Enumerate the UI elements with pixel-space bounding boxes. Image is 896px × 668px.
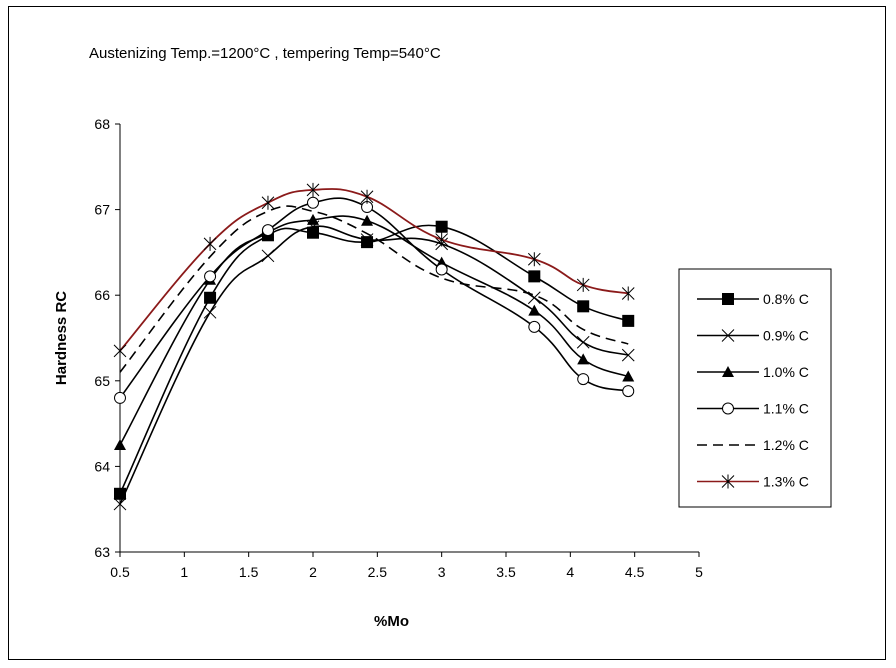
legend-label: 1.3% C xyxy=(763,474,809,490)
legend-label: 0.8% C xyxy=(763,291,809,307)
marker-circle xyxy=(435,263,448,276)
marker-x xyxy=(261,249,275,263)
marker-square xyxy=(361,236,374,249)
series-line xyxy=(119,188,629,352)
marker-triangle xyxy=(114,439,126,450)
plot-series xyxy=(113,182,635,511)
marker-circle xyxy=(577,373,590,386)
series-line xyxy=(119,197,629,399)
marker-square xyxy=(435,220,448,233)
marker-circle xyxy=(261,224,274,237)
legend-item: 1.0% C xyxy=(697,364,809,380)
marker-star xyxy=(721,474,735,489)
y-tick-label: 68 xyxy=(94,116,110,132)
marker-triangle xyxy=(361,214,374,226)
marker-star xyxy=(360,189,374,204)
marker-circle xyxy=(307,196,319,209)
x-tick-label: 3.5 xyxy=(496,564,516,580)
series-line xyxy=(119,205,629,373)
y-tick-label: 64 xyxy=(94,458,110,474)
x-tick-label: 5 xyxy=(695,564,703,580)
line-chart: Austenizing Temp.=1200°C , tempering Tem… xyxy=(53,45,832,630)
series-6 xyxy=(113,182,635,358)
marker-triangle xyxy=(307,213,319,225)
x-tick-label: 1 xyxy=(180,564,188,580)
marker-square xyxy=(204,291,217,304)
y-axis-title: Hardness RC xyxy=(53,291,70,385)
series-line xyxy=(119,224,629,495)
marker-circle xyxy=(722,402,734,415)
marker-star xyxy=(261,195,275,210)
series-5 xyxy=(119,205,629,373)
legend-label: 1.1% C xyxy=(763,401,809,417)
marker-star xyxy=(306,182,320,197)
marker-square xyxy=(722,293,734,305)
series-line xyxy=(119,215,629,446)
marker-square xyxy=(622,314,635,327)
marker-x xyxy=(621,348,635,362)
legend-item: 1.3% C xyxy=(697,474,809,490)
y-tick-label: 67 xyxy=(94,202,110,218)
marker-circle xyxy=(622,385,635,398)
x-tick-label: 2.5 xyxy=(368,564,388,580)
marker-star xyxy=(621,286,635,301)
chart-frame: Austenizing Temp.=1200°C , tempering Tem… xyxy=(8,6,886,660)
marker-x xyxy=(203,305,217,319)
marker-star xyxy=(113,343,127,358)
legend-item: 0.8% C xyxy=(697,291,809,307)
x-tick-label: 2 xyxy=(309,564,317,580)
marker-star xyxy=(576,277,590,292)
x-tick-label: 4 xyxy=(566,564,574,580)
y-tick-label: 63 xyxy=(94,544,110,560)
marker-circle xyxy=(114,391,126,404)
marker-square xyxy=(577,300,590,313)
legend-item: 1.2% C xyxy=(697,437,809,453)
axes: 63 64 65 66 67 68 0.5 1 1.5 2 2.5 3 3.5 4 4.5 5 xyxy=(94,116,703,580)
marker-star xyxy=(203,236,217,251)
marker-triangle xyxy=(577,353,590,365)
marker-square xyxy=(307,226,319,239)
marker-star xyxy=(435,232,449,247)
legend-item: 0.9% C xyxy=(697,328,809,344)
x-tick-label: 3 xyxy=(438,564,446,580)
x-axis-title: %Mo xyxy=(374,613,409,630)
series-4 xyxy=(114,196,635,404)
legend-box xyxy=(678,268,832,508)
legend-label: 1.2% C xyxy=(763,437,809,453)
marker-star xyxy=(527,252,541,267)
y-tick-label: 66 xyxy=(94,287,110,303)
series-line xyxy=(119,225,629,505)
chart-title: Austenizing Temp.=1200°C , tempering Tem… xyxy=(89,45,441,62)
legend: 0.8% C 0.9% C 1.0% C 1.1% C 1.2% C 1.3% C xyxy=(678,268,832,508)
marker-circle xyxy=(528,320,541,333)
series-2 xyxy=(113,220,635,511)
marker-circle xyxy=(204,270,217,283)
marker-triangle xyxy=(722,366,734,377)
marker-square xyxy=(528,270,541,283)
marker-triangle xyxy=(622,370,635,382)
x-tick-label: 1.5 xyxy=(239,564,259,580)
marker-x xyxy=(113,497,127,511)
marker-triangle xyxy=(528,304,541,316)
marker-x xyxy=(576,335,590,349)
legend-label: 0.9% C xyxy=(763,328,809,344)
legend-item: 1.1% C xyxy=(697,401,809,417)
y-tick-label: 65 xyxy=(94,373,110,389)
marker-x xyxy=(360,233,374,246)
x-tick-label: 0.5 xyxy=(110,564,130,580)
marker-x xyxy=(721,329,735,342)
legend-label: 1.0% C xyxy=(763,364,809,380)
x-tick-label: 4.5 xyxy=(625,564,645,580)
